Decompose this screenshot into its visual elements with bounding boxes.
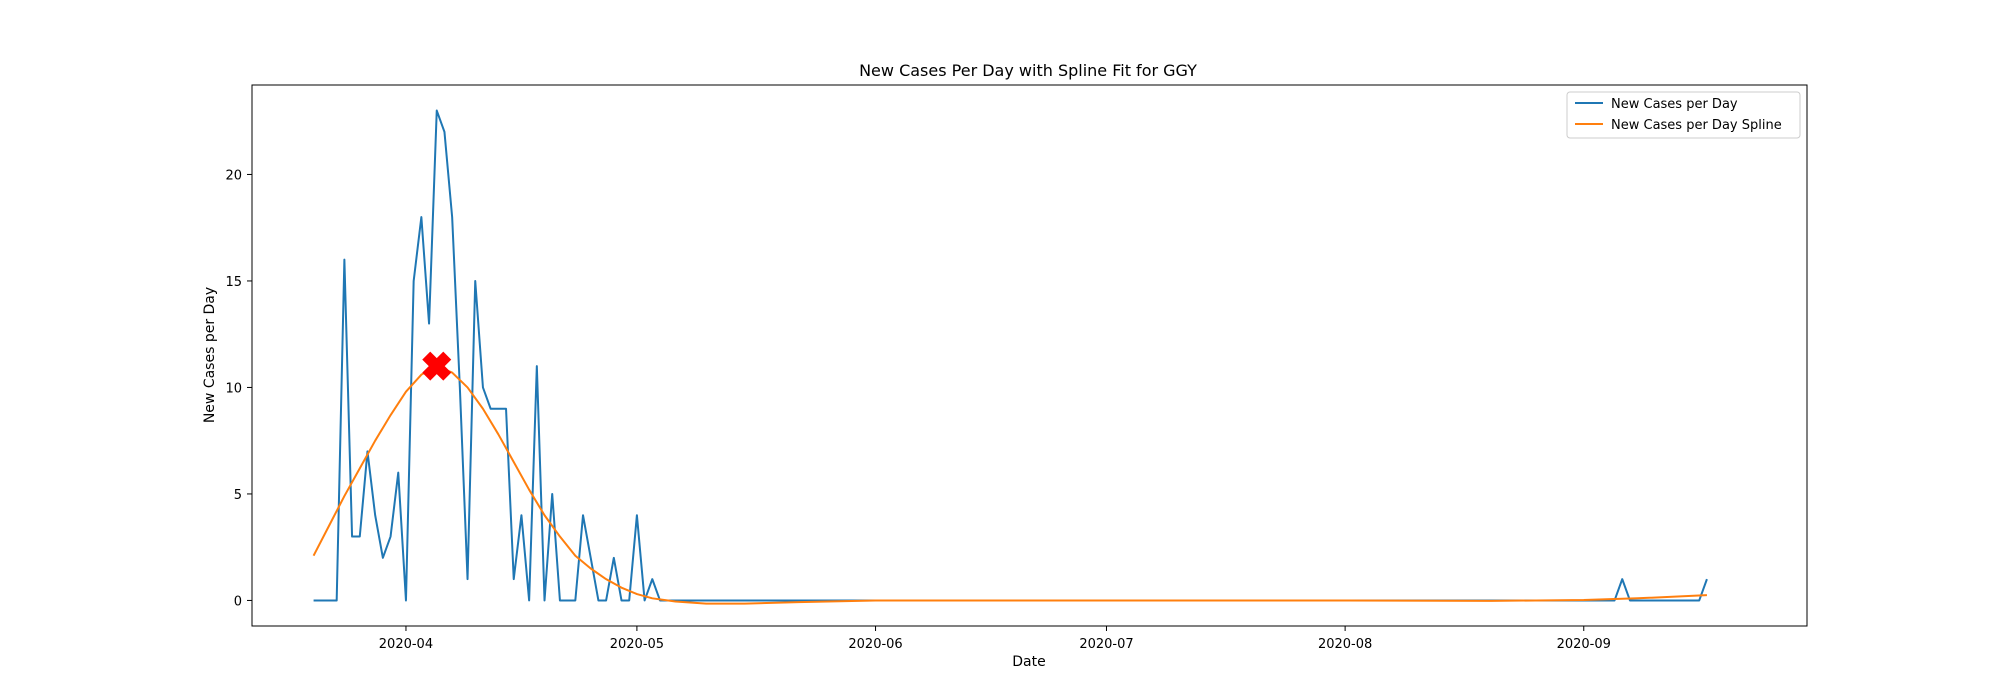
x-axis-label: Date xyxy=(1012,654,1045,670)
y-tick-label: 0 xyxy=(234,594,242,609)
legend-label-2: New Cases per Day Spline xyxy=(1611,118,1782,133)
peak-marker xyxy=(422,351,452,381)
y-tick-label: 5 xyxy=(234,488,242,503)
legend: New Cases per Day New Cases per Day Spli… xyxy=(1566,91,1801,139)
series-layer xyxy=(312,109,1708,605)
y-tick-label: 15 xyxy=(225,275,242,290)
x-tick-label: 2020-07 xyxy=(1079,637,1133,652)
x-axis: 2020-04 2020-05 2020-06 2020-07 2020-08 2020-… xyxy=(379,626,1611,652)
x-tick-label: 2020-09 xyxy=(1557,637,1611,652)
y-tick-label: 20 xyxy=(225,168,242,183)
legend-box xyxy=(1566,91,1801,139)
plot-frame xyxy=(251,84,1808,627)
x-tick-label: 2020-08 xyxy=(1318,637,1372,652)
marker-layer xyxy=(422,351,452,381)
x-tick-label: 2020-06 xyxy=(848,637,902,652)
x-tick-label: 2020-04 xyxy=(379,637,433,652)
y-axis: 0 5 10 15 20 xyxy=(225,168,252,609)
y-tick-label: 10 xyxy=(225,381,242,396)
x-tick-label: 2020-05 xyxy=(610,637,664,652)
chart-title: New Cases Per Day with Spline Fit for GG… xyxy=(859,61,1197,80)
legend-label-1: New Cases per Day xyxy=(1611,97,1738,112)
y-axis-label: New Cases per Day xyxy=(202,287,218,423)
series-line-2 xyxy=(312,365,1707,605)
